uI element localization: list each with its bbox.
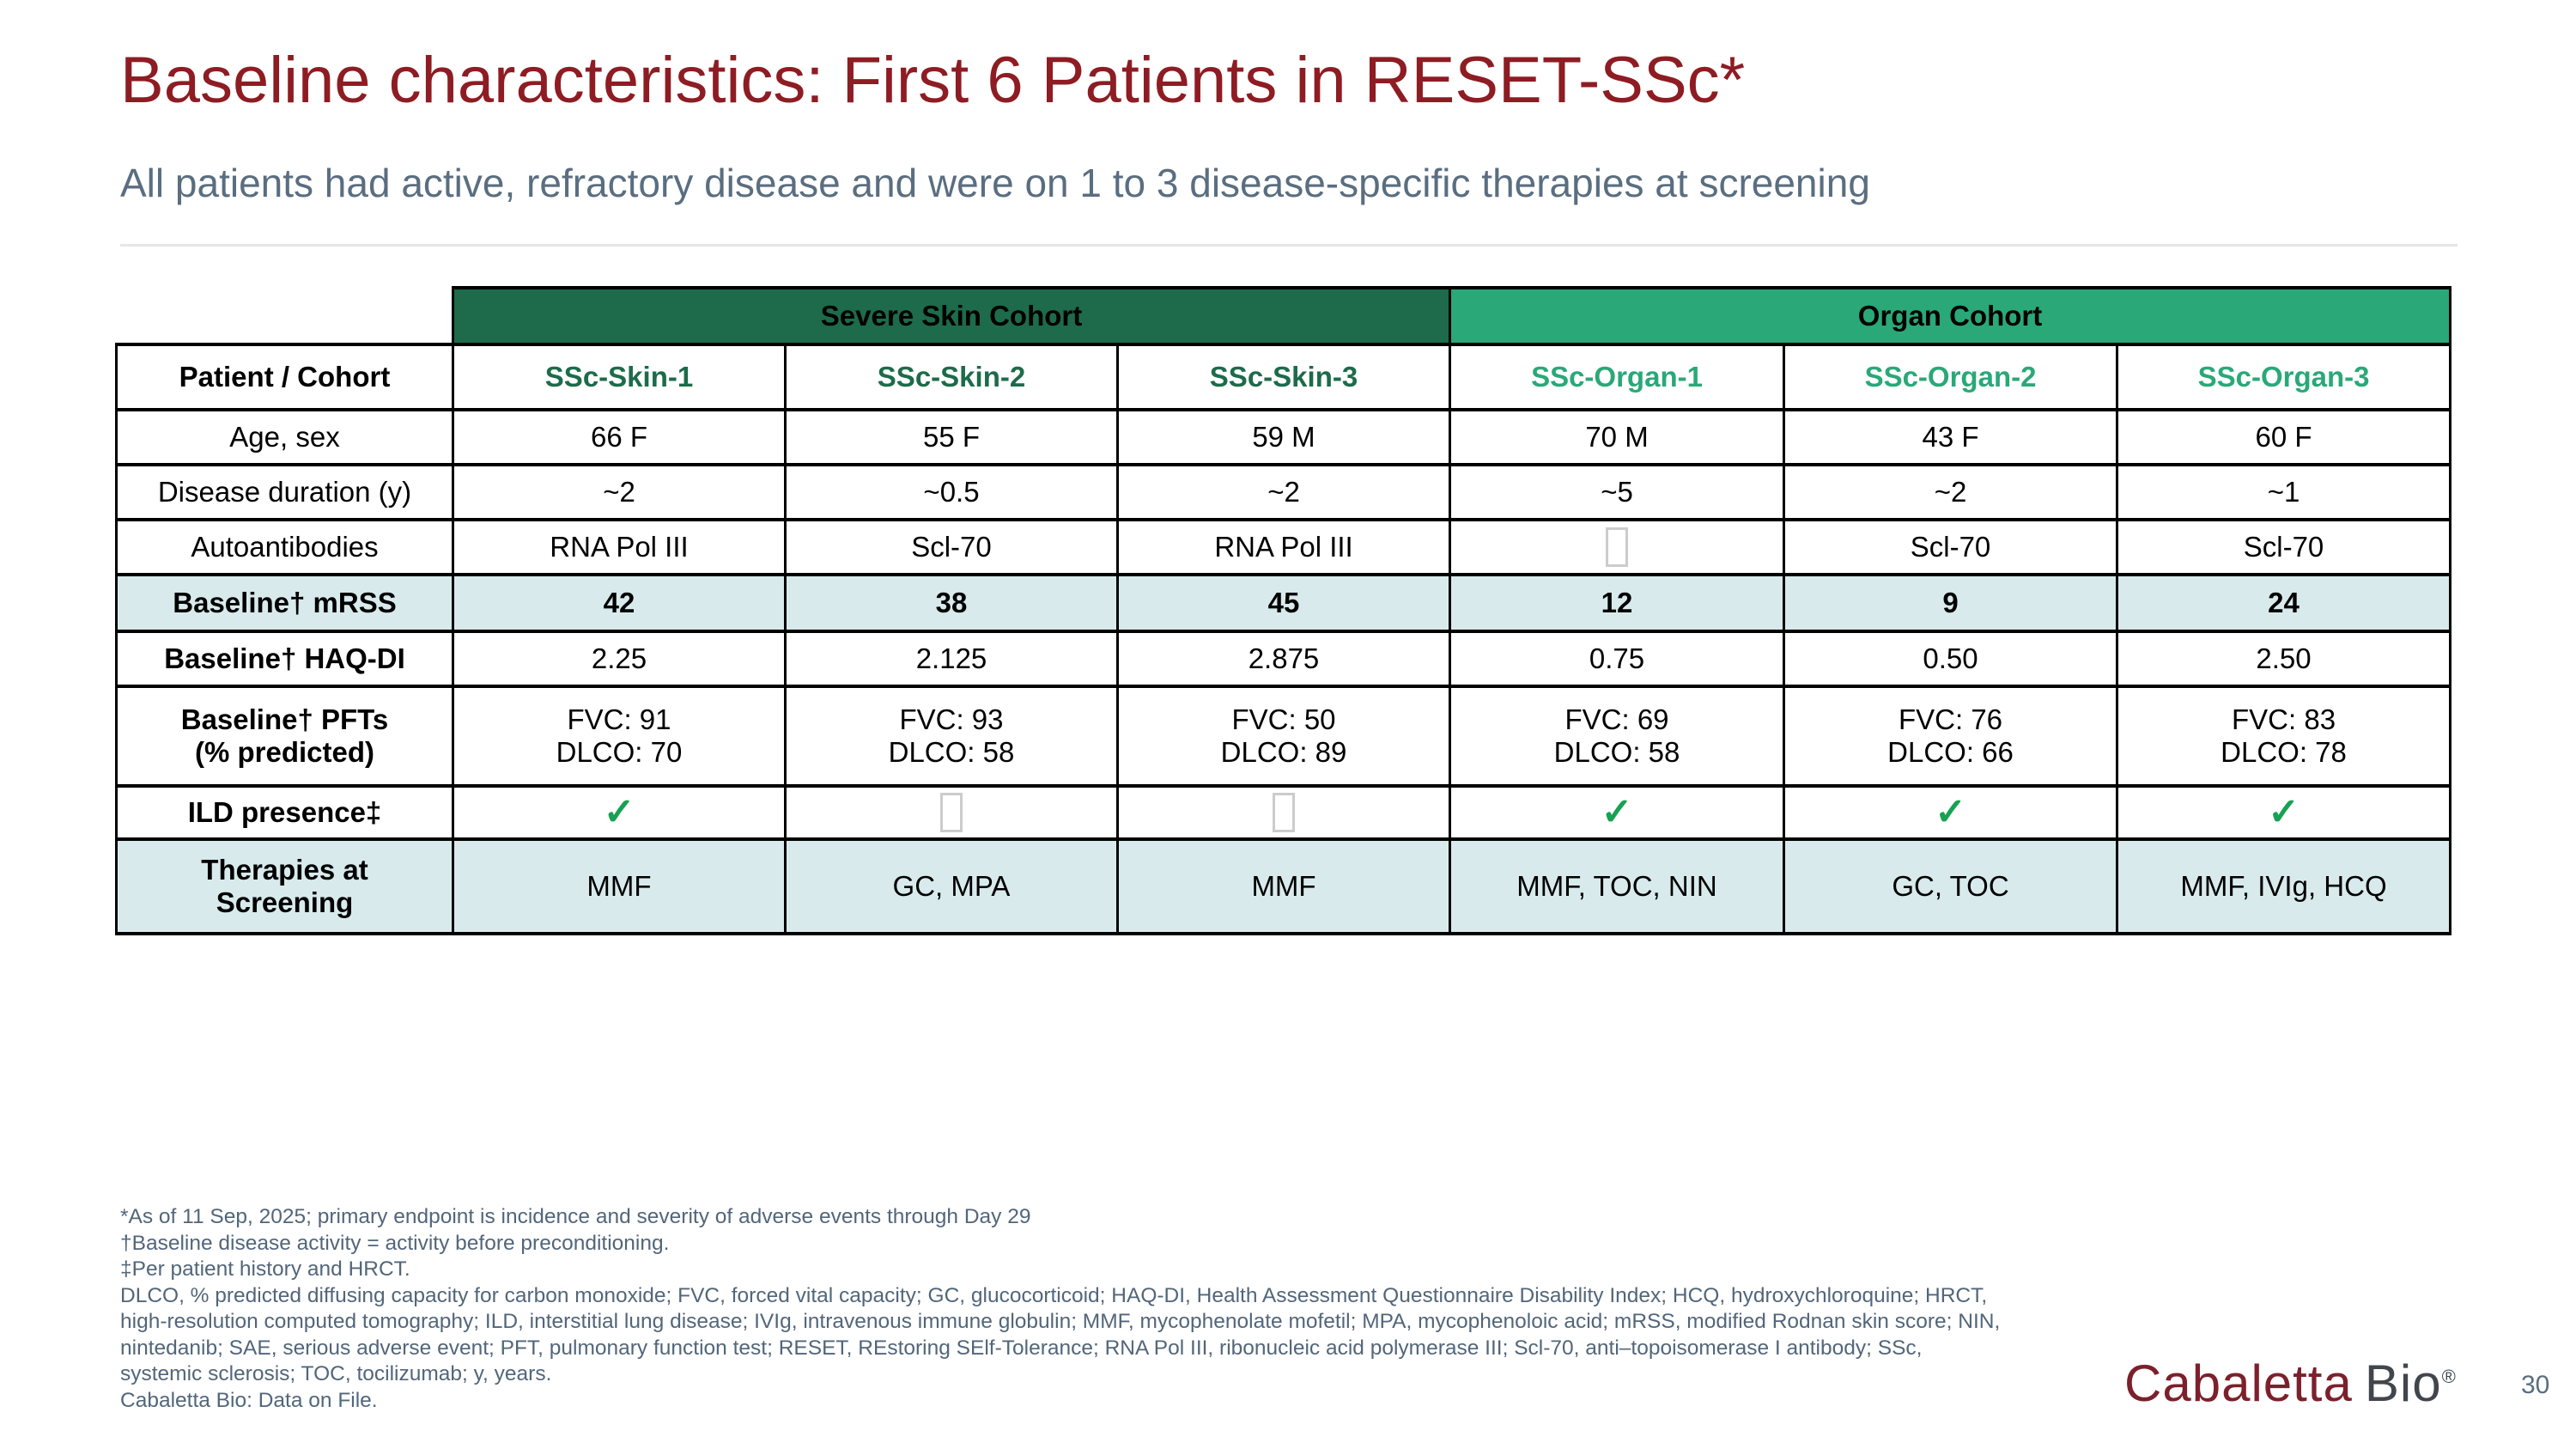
- row-label: Therapies at Screening: [115, 837, 454, 935]
- checkmark-icon: ✓: [1601, 791, 1633, 833]
- table-cell: ~5: [1449, 463, 1786, 521]
- table-cell: 12: [1449, 573, 1786, 633]
- cohort-band-severe-skin: Severe Skin Cohort: [451, 286, 1452, 346]
- footnote-line: Cabaletta Bio: Data on File.: [120, 1388, 378, 1412]
- table-cell: ~2: [452, 463, 787, 521]
- logo-suffix-text: Bio: [2364, 1355, 2442, 1412]
- logo-brand-text: Cabaletta: [2124, 1355, 2353, 1412]
- table-cell: 38: [784, 573, 1119, 633]
- baseline-characteristics-table: Severe Skin Cohort Organ Cohort Patient / …: [115, 286, 2452, 935]
- checkmark-icon: ✓: [603, 791, 635, 833]
- column-header-ssc-skin-1: SSc-Skin-1: [452, 343, 787, 411]
- table-cell: [784, 784, 1119, 841]
- table-cell: 60 F: [2116, 408, 2452, 466]
- table-cell: GC, TOC: [1783, 837, 2119, 935]
- table-cell: [1115, 784, 1452, 841]
- table-cell: ✓: [2116, 784, 2452, 841]
- checkmark-icon: ✓: [2268, 791, 2300, 833]
- missing-glyph-box-icon: [1273, 793, 1295, 832]
- row-label: Baseline† HAQ-DI: [115, 630, 454, 688]
- table-cell: ~2: [1115, 463, 1452, 521]
- table-cell: GC, MPA: [784, 837, 1119, 935]
- table-cell: [1449, 518, 1786, 576]
- table-cell: ~1: [2116, 463, 2452, 521]
- column-header-ssc-skin-3: SSc-Skin-3: [1115, 343, 1452, 411]
- table-cell: ✓: [1449, 784, 1786, 841]
- slide-subtitle: All patients had active, refractory dise…: [120, 161, 1870, 205]
- table-cell: 0.75: [1449, 630, 1786, 688]
- table-cell: 0.50: [1783, 630, 2119, 688]
- table-cell: FVC: 50 DLCO: 89: [1115, 685, 1452, 788]
- footnote-line: high-resolution computed tomography; ILD…: [120, 1310, 2001, 1333]
- footnote-line: systemic sclerosis; TOC, tocilizumab; y,…: [120, 1362, 552, 1385]
- column-header-ssc-skin-2: SSc-Skin-2: [784, 343, 1119, 411]
- column-header-ssc-organ-1: SSc-Organ-1: [1449, 343, 1786, 411]
- table-cell: FVC: 93 DLCO: 58: [784, 685, 1119, 788]
- table-cell: ~2: [1783, 463, 2119, 521]
- table-cell: 2.25: [452, 630, 787, 688]
- table-cell: 70 M: [1449, 408, 1786, 466]
- footnote-line: ‡Per patient history and HRCT.: [120, 1257, 410, 1281]
- table-corner: [116, 288, 453, 344]
- missing-glyph-box-icon: [940, 793, 963, 832]
- table-cell: Scl-70: [2116, 518, 2452, 576]
- table-cell: 2.125: [784, 630, 1119, 688]
- table-cell: MMF, IVIg, HCQ: [2116, 837, 2452, 935]
- table-cell: RNA Pol III: [452, 518, 787, 576]
- table-cell: MMF, TOC, NIN: [1449, 837, 1786, 935]
- footnote-line: *As of 11 Sep, 2025; primary endpoint is…: [120, 1205, 1031, 1228]
- page-title: Baseline characteristics: First 6 Patien…: [120, 44, 1746, 117]
- table-cell: 45: [1115, 573, 1452, 633]
- cohort-band-organ: Organ Cohort: [1449, 286, 2452, 346]
- table-cell: ✓: [1783, 784, 2119, 841]
- table-cell: 2.50: [2116, 630, 2452, 688]
- table-cell: Scl-70: [784, 518, 1119, 576]
- row-label: Baseline† mRSS: [115, 573, 454, 633]
- row-label: Autoantibodies: [115, 518, 454, 576]
- table-cell: FVC: 83 DLCO: 78: [2116, 685, 2452, 788]
- column-header-ssc-organ-3: SSc-Organ-3: [2116, 343, 2452, 411]
- footnote-line: nintedanib; SAE, serious adverse event; …: [120, 1336, 1923, 1360]
- table-cell: 24: [2116, 573, 2452, 633]
- table-cell: ✓: [452, 784, 787, 841]
- table-cell: 59 M: [1115, 408, 1452, 466]
- table-cell: 43 F: [1783, 408, 2119, 466]
- footnote-line: †Baseline disease activity = activity be…: [120, 1231, 670, 1255]
- table-cell: ~0.5: [784, 463, 1119, 521]
- table-cell: FVC: 76 DLCO: 66: [1783, 685, 2119, 788]
- table-cell: MMF: [452, 837, 787, 935]
- checkmark-icon: ✓: [1935, 791, 1966, 833]
- registered-trademark-symbol: ®: [2441, 1366, 2457, 1387]
- row-label: Age, sex: [115, 408, 454, 466]
- footnote-line: DLCO, % predicted diffusing capacity for…: [120, 1283, 1988, 1307]
- table-cell: 66 F: [452, 408, 787, 466]
- table-cell: RNA Pol III: [1115, 518, 1452, 576]
- patient-cohort-header: Patient / Cohort: [115, 343, 454, 411]
- footnotes-block: *As of 11 Sep, 2025; primary endpoint is…: [120, 1204, 2000, 1414]
- row-label: ILD presence‡: [115, 784, 454, 841]
- table-cell: FVC: 69 DLCO: 58: [1449, 685, 1786, 788]
- page-number: 30: [2521, 1371, 2550, 1399]
- column-header-ssc-organ-2: SSc-Organ-2: [1783, 343, 2119, 411]
- missing-glyph-box-icon: [1606, 527, 1629, 567]
- table-cell: Scl-70: [1783, 518, 2119, 576]
- cabaletta-bio-logo: Cabaletta Bio®: [2124, 1354, 2457, 1413]
- table-cell: FVC: 91 DLCO: 70: [452, 685, 787, 788]
- table-cell: 55 F: [784, 408, 1119, 466]
- row-label: Baseline† PFTs (% predicted): [115, 685, 454, 788]
- table-cell: 2.875: [1115, 630, 1452, 688]
- table-cell: 9: [1783, 573, 2119, 633]
- table-cell: MMF: [1115, 837, 1452, 935]
- row-label: Disease duration (y): [115, 463, 454, 521]
- header-divider-line: [120, 244, 2458, 247]
- table-cell: 42: [452, 573, 787, 633]
